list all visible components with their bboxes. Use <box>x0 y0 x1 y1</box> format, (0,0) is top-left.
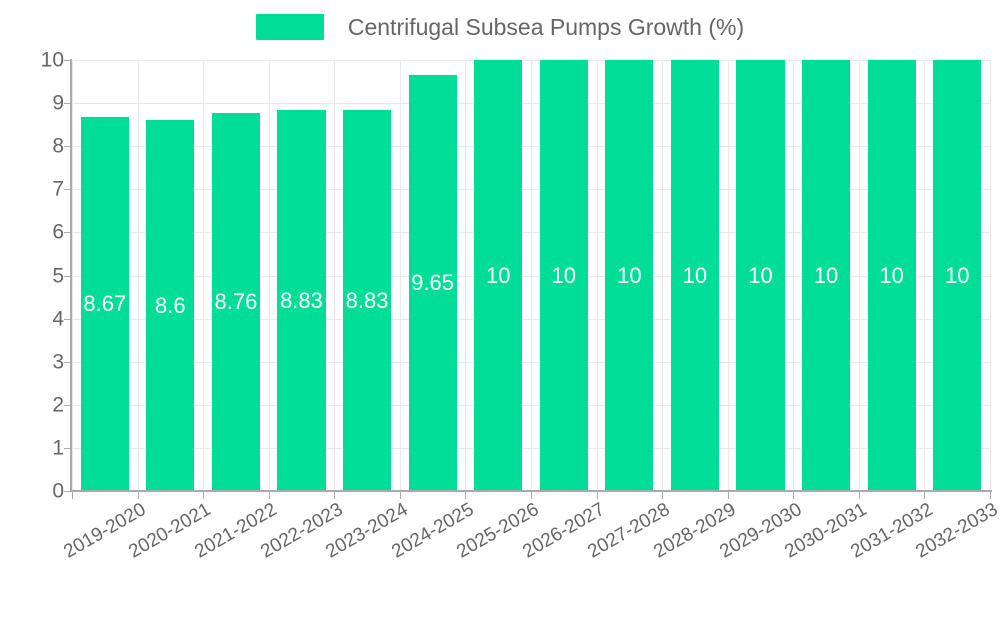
gridline-vertical <box>72 60 73 491</box>
gridline-vertical <box>793 60 794 491</box>
y-axis-tick-mark <box>64 275 71 277</box>
bar[interactable]: 10 <box>801 60 851 491</box>
bar[interactable]: 10 <box>933 60 982 491</box>
y-axis-tick-label: 2 <box>52 393 64 417</box>
y-axis-tick-mark <box>64 232 71 234</box>
x-axis-tick-mark <box>334 492 335 499</box>
bar[interactable]: 10 <box>474 60 523 491</box>
x-axis-tick-mark <box>990 492 991 499</box>
gridline-vertical <box>728 60 729 491</box>
y-axis-tick-label: 3 <box>52 350 64 374</box>
bar[interactable]: 10 <box>736 60 785 491</box>
bar-chart: Centrifugal Subsea Pumps Growth (%) 8.67… <box>0 14 1000 563</box>
bar[interactable]: 10 <box>670 60 720 491</box>
x-axis-tick-mark <box>531 492 532 499</box>
x-axis-tick-mark <box>203 492 204 499</box>
x-axis-tick-mark <box>662 492 663 499</box>
bar-value-label: 10 <box>813 262 839 288</box>
y-axis-tick-label: 5 <box>52 264 64 287</box>
y-axis-tick-label: 8 <box>52 134 64 158</box>
bar-value-label: 8.83 <box>280 287 323 313</box>
y-axis-tick-label: 9 <box>52 91 64 115</box>
x-axis-tick-mark <box>597 492 598 499</box>
y-axis-tick-mark <box>64 103 71 105</box>
x-axis-tick-mark <box>924 492 925 499</box>
bar[interactable]: 9.65 <box>408 75 457 491</box>
y-axis-tick-mark <box>64 318 71 320</box>
bar-value-label: 10 <box>485 262 511 288</box>
bar[interactable]: 10 <box>867 60 916 491</box>
bar[interactable]: 8.76 <box>211 113 261 491</box>
bar-value-label: 10 <box>551 262 577 288</box>
x-axis-tick-mark <box>138 492 139 499</box>
bar-value-label: 8.76 <box>214 289 258 315</box>
bar-value-label: 10 <box>617 262 642 288</box>
gridline-vertical <box>531 60 532 491</box>
bar-value-label: 10 <box>682 262 708 288</box>
y-axis-tick-mark <box>64 189 71 191</box>
gridline-vertical <box>597 60 598 491</box>
gridline-vertical <box>859 60 860 491</box>
x-axis-tick-mark <box>859 492 860 499</box>
y-axis-tick-mark <box>64 146 71 148</box>
x-axis-tick-mark <box>269 492 270 499</box>
y-axis-tick-mark <box>64 491 71 492</box>
plot-area: 8.67 8.6 8.76 8.83 8.83 9.65 10 10 10 10 10 10 10 10 <box>72 60 991 492</box>
bar-value-label: 10 <box>944 262 970 288</box>
y-axis-tick-mark <box>64 447 71 449</box>
y-axis-tick-label: 4 <box>52 307 64 331</box>
legend-label: Centrifugal Subsea Pumps Growth (%) <box>347 14 745 40</box>
bar-value-label: 10 <box>879 262 904 288</box>
bar[interactable]: 8.83 <box>342 110 392 491</box>
bar[interactable]: 8.6 <box>146 120 195 491</box>
y-axis-tick-label: 1 <box>52 436 64 460</box>
bar-value-label: 8.6 <box>155 292 186 318</box>
y-axis-tick-mark <box>64 404 71 406</box>
x-axis-tick-mark <box>728 492 729 499</box>
x-axis-tick-mark <box>793 492 794 499</box>
x-axis-tick-mark <box>72 492 73 499</box>
legend-color-swatch[interactable] <box>255 14 324 40</box>
y-axis-tick-label: 0 <box>52 479 64 503</box>
y-axis-tick-mark <box>64 60 71 61</box>
x-axis-tick-mark <box>400 492 401 499</box>
chart-legend: Centrifugal Subsea Pumps Growth (%) <box>0 14 1000 40</box>
bar-value-label: 8.83 <box>345 287 389 313</box>
x-axis-line <box>70 490 992 492</box>
y-axis-tick-label: 10 <box>40 48 64 72</box>
gridline-vertical <box>203 60 204 491</box>
bar[interactable]: 8.67 <box>80 117 129 491</box>
bar[interactable]: 10 <box>605 60 654 491</box>
y-axis-tick-label: 6 <box>52 220 64 244</box>
gridline-vertical <box>138 60 139 491</box>
bar[interactable]: 10 <box>539 60 588 491</box>
x-axis-tick-mark <box>465 492 466 499</box>
bar-value-label: 10 <box>748 262 773 288</box>
bar-value-label: 9.65 <box>411 270 455 296</box>
gridline-vertical <box>662 60 663 491</box>
gridline-vertical <box>334 60 335 491</box>
gridline-vertical <box>400 60 401 491</box>
y-axis-tick-mark <box>64 361 71 363</box>
bar[interactable]: 8.83 <box>277 110 326 491</box>
y-axis-tick-label: 7 <box>52 177 64 201</box>
gridline-vertical <box>269 60 270 491</box>
y-axis-line <box>70 59 72 492</box>
gridline-vertical <box>990 60 991 491</box>
bar-value-label: 8.67 <box>83 291 127 317</box>
gridline-vertical <box>924 60 925 491</box>
gridline-vertical <box>465 60 466 491</box>
